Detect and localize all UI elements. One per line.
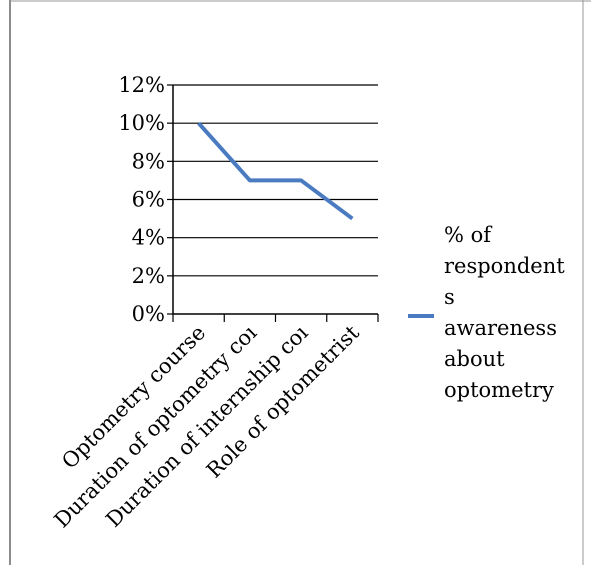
y-tick-label: 4% [132,226,165,250]
y-tick-label: 2% [132,264,165,288]
plot-area: 0% 2% 4% 6% 8% 10% 12% Optometry courseDuratio… [50,73,379,532]
gridlines [173,84,378,277]
y-tick-label: 12% [118,73,165,97]
x-axis-ticks [172,314,379,322]
legend: % of respondent s awareness about optome… [408,223,565,402]
legend-line: about [444,347,505,371]
legend-line: optometry [444,378,554,402]
x-tick-label: Duration of internship coı [101,320,313,532]
legend-line: s [444,285,455,309]
series-line [197,121,354,221]
legend-line: awareness [444,316,557,340]
x-tick-label: Duration of optometry coı [50,320,262,532]
legend-line: % of [444,223,493,247]
y-tick-label: 8% [132,149,165,173]
series-group [197,121,354,221]
y-tick-label: 10% [118,111,165,135]
y-tick-label: 0% [132,302,165,326]
y-axis-ticks: 0% 2% 4% 6% 8% 10% 12% [118,73,173,326]
y-tick-label: 6% [132,188,165,212]
legend-line: respondent [444,254,565,278]
